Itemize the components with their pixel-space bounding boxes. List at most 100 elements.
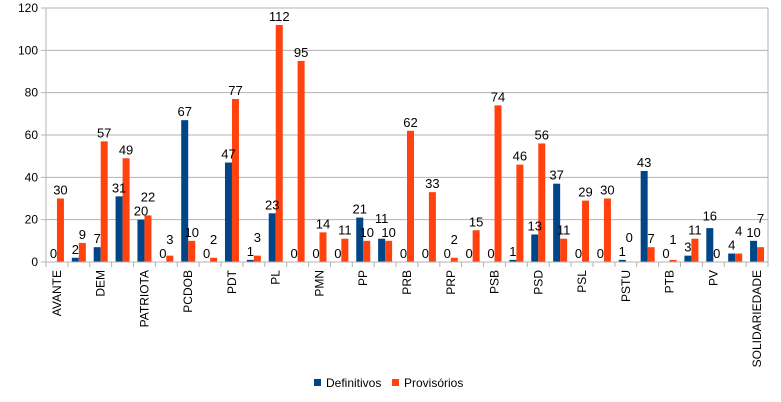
data-label: 0 [575,246,582,261]
bar-provisorios [647,247,655,262]
y-tick-label: 120 [18,1,38,15]
x-tick-label: AVANTE [50,270,64,316]
data-label: 0 [400,246,407,261]
data-label: 0 [312,246,319,261]
bar-provisorios [472,230,480,262]
bar-provisorios [407,130,414,262]
data-label: 0 [466,246,473,261]
bar-provisorios [363,240,371,262]
x-tick-label: PMN [312,270,326,297]
y-tick-label: 100 [18,43,38,57]
bar-provisorios [144,215,152,262]
data-label: 3 [684,240,691,255]
legend: Definitivos Provisórios [314,376,463,390]
data-label: 1 [619,244,626,259]
data-label: 2 [451,232,458,247]
data-label: 20 [134,204,148,219]
data-label: 1 [247,244,254,259]
data-label: 33 [425,176,439,191]
bar-definitivos [246,259,254,262]
y-tick-label: 20 [25,213,39,227]
gridlines [41,7,769,263]
data-label: 30 [53,183,67,198]
data-label: 23 [265,197,279,212]
bar-provisorios [341,238,349,262]
x-tick-label: PRB [400,270,414,295]
bar-provisorios [100,141,108,262]
data-label: 47 [221,147,235,162]
data-label: 4 [728,238,735,253]
bar-provisorios [538,143,546,262]
data-label: 77 [228,83,242,98]
data-label: 11 [688,223,702,238]
bar-provisorios [297,60,305,262]
data-label: 16 [703,209,717,224]
data-label: 0 [422,246,429,261]
data-label: 11 [557,223,571,238]
bar-definitivos [553,183,561,262]
bar-provisorios [560,238,568,262]
data-label: 31 [112,180,126,195]
data-label: 43 [637,155,651,170]
bar-provisorios [122,158,130,262]
data-label: 0 [203,246,210,261]
x-tick-label: PSB [488,270,502,294]
bar-definitivos [640,170,648,262]
x-tick-label: PSD [531,270,545,295]
data-label: 0 [597,246,604,261]
bar-definitivos [356,217,364,262]
bar-provisorios [450,257,458,262]
legend-label-provisorios: Provisórios [404,376,463,390]
x-tick-label: PDT [225,269,239,294]
x-tick-label: PL [269,270,283,285]
data-label: 0 [290,246,297,261]
data-label: 10 [381,225,395,240]
x-axis: AVANTE DEM PATRIOTA PCDOB PDT PL PMN PP PRB PRP PS… [45,261,769,367]
data-label: 29 [578,185,592,200]
x-tick-label: SOLIDARIEDADE [750,270,764,367]
data-label: 0 [626,230,633,245]
bar-definitivos [618,259,626,262]
y-tick-label: 40 [25,170,39,184]
data-label: 14 [316,216,330,231]
data-label: 7 [648,231,655,246]
bar-provisorios [188,240,196,262]
data-label: 95 [294,45,308,60]
data-label: 74 [491,89,505,104]
bar-provisorios [757,247,765,262]
x-tick-label: PSTU [619,270,633,302]
data-label: 0 [50,246,57,261]
bar-provisorios [494,105,502,262]
bar-provisorios [691,238,699,262]
data-label: 0 [159,246,166,261]
data-label: 7 [94,231,101,246]
bar-provisorios [253,255,261,262]
x-tick-label: PRP [444,270,458,295]
data-label: 13 [528,218,542,233]
legend-swatch-definitivos [314,379,321,386]
data-label: 22 [141,190,155,205]
bar-definitivos [115,196,123,262]
bar-provisorios [166,255,174,262]
x-tick-label: DEM [94,270,108,297]
bar-definitivos [750,240,758,262]
bar-provisorios [385,240,393,262]
data-label: 0 [487,246,494,261]
bar-provisorios [210,257,218,262]
bar-provisorios [78,242,86,262]
data-label: 11 [375,211,389,226]
bar-provisorios [428,192,436,262]
bar-definitivos [684,255,692,262]
data-label: 3 [254,230,261,245]
legend-swatch-provisorios [392,379,399,386]
bar-provisorios [603,198,611,262]
bar-provisorios [516,164,524,262]
data-label: 112 [269,9,290,24]
data-label: 67 [177,104,191,119]
y-axis-ticks: 0 20 40 60 80 100 120 [18,1,38,269]
bar-definitivos [728,253,736,262]
bar-provisorios [56,198,64,262]
bar-provisorios [319,232,327,262]
data-label: 1 [509,244,516,259]
